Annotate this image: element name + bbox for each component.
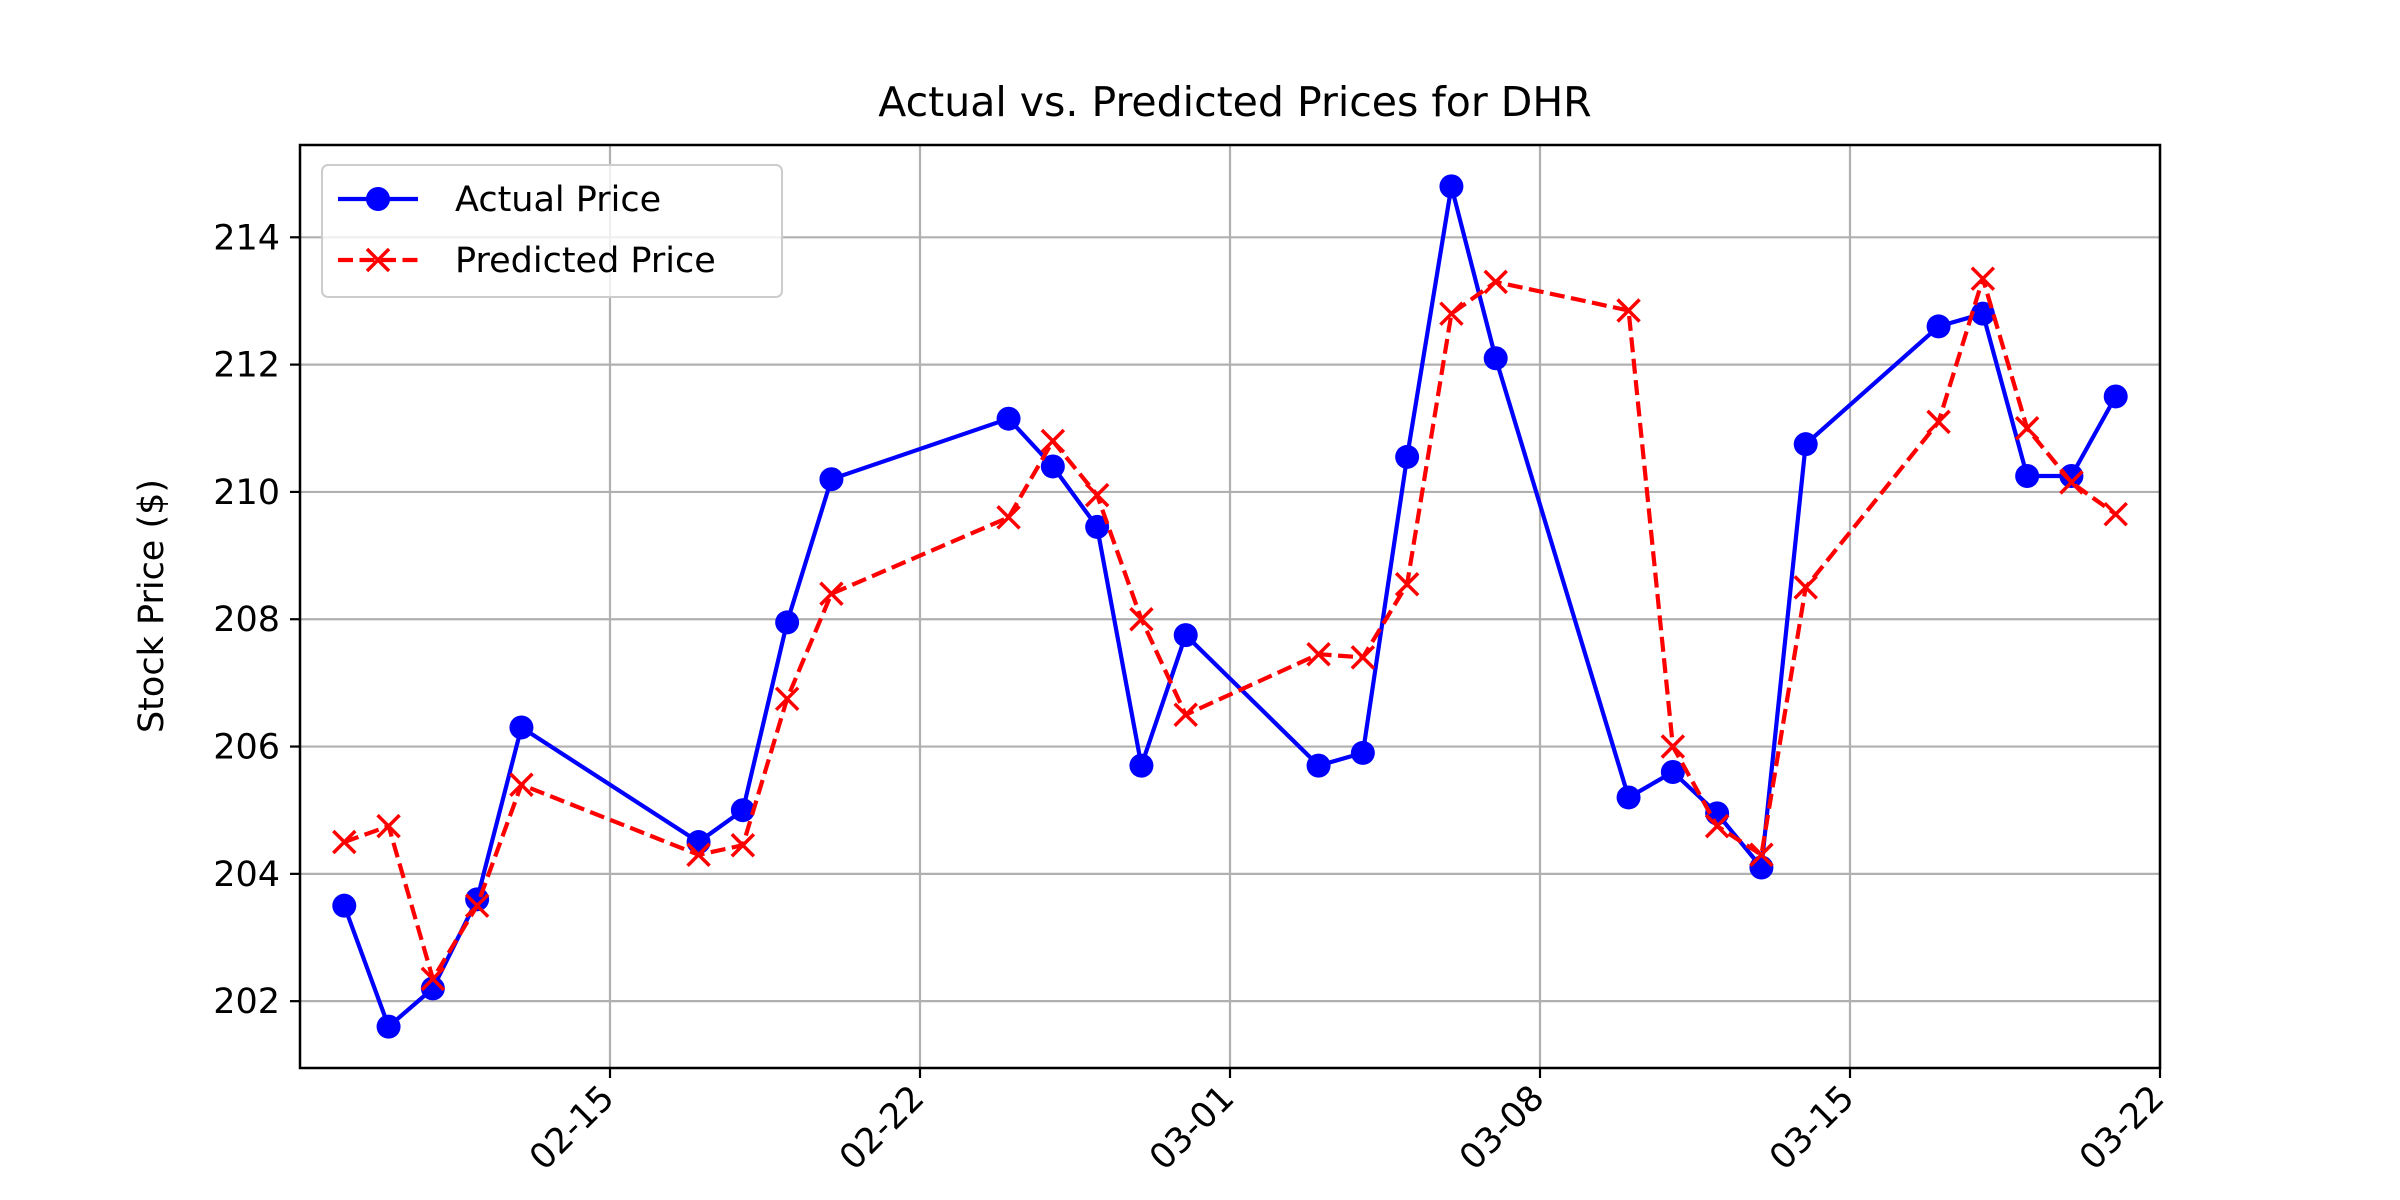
data-point [1350, 645, 1376, 670]
data-point [1084, 482, 1110, 508]
data-point [1129, 753, 1154, 778]
y-tick-label: 204 [213, 855, 280, 895]
data-point [774, 686, 800, 712]
legend-box [321, 164, 783, 298]
data-point [2059, 464, 2084, 489]
x-tick-label: 03-15 [1762, 1078, 1862, 1178]
data-point [2059, 470, 2084, 495]
data-point [1483, 269, 1508, 295]
data-point [1749, 842, 1774, 867]
chart-title: Actual vs. Predicted Prices for DHR [878, 78, 1591, 126]
data-point [1970, 301, 1995, 326]
data-point [730, 832, 756, 858]
y-tick-label: 214 [213, 218, 280, 258]
y-tick-label: 208 [213, 600, 280, 640]
data-point [1306, 642, 1331, 667]
data-point [1926, 409, 1951, 435]
x-tick-label: 03-22 [2072, 1078, 2172, 1178]
data-point [775, 610, 800, 635]
legend-item: Actual Price [338, 180, 661, 220]
x-tick-label: 03-01 [1142, 1078, 1242, 1178]
data-point [1173, 702, 1198, 727]
data-point [1616, 785, 1641, 810]
data-point [2014, 416, 2040, 441]
data-point [1394, 571, 1420, 597]
legend-label: Actual Price [455, 180, 661, 220]
data-point [1439, 174, 1464, 199]
data-point [819, 467, 844, 492]
data-point [1350, 740, 1375, 765]
data-point [1040, 428, 1066, 454]
data-point [996, 505, 1021, 530]
data-point [1085, 514, 1110, 539]
data-point [1660, 734, 1686, 759]
y-tick-label: 210 [213, 473, 280, 513]
legend-label: Predicted Price [455, 241, 716, 281]
data-point [1395, 444, 1420, 469]
data-point [376, 1014, 401, 1039]
data-point [2103, 384, 2128, 409]
data-point [509, 715, 534, 740]
data-point [1483, 346, 1508, 371]
series-actual [332, 174, 2128, 1039]
data-point [509, 772, 534, 797]
data-point [1793, 575, 1818, 600]
data-point [1970, 266, 1996, 291]
data-point [996, 406, 1021, 431]
data-point [1306, 753, 1331, 778]
data-point [1173, 623, 1198, 648]
data-point [730, 798, 755, 823]
x-tick-label: 03-08 [1452, 1078, 1552, 1178]
axis-ticks: 202 204 206 208 210 212 214 02-15 02-22 03-01 03-0… [213, 218, 2172, 1178]
legend-marker [365, 247, 391, 273]
legend-marker [366, 187, 390, 211]
legend: Actual Price Predicted Price [321, 164, 783, 298]
data-point [686, 830, 711, 855]
x-tick-label: 02-15 [522, 1078, 622, 1178]
data-point [819, 581, 844, 607]
y-tick-label: 202 [213, 982, 280, 1022]
data-point [686, 842, 711, 867]
series-layer [332, 174, 2128, 1039]
data-point [332, 893, 357, 918]
data-point [1660, 760, 1685, 785]
y-axis-label: Stock Price ($) [132, 479, 172, 733]
data-point [464, 893, 490, 918]
data-point [1129, 606, 1154, 632]
data-point [1793, 432, 1818, 457]
data-point [332, 829, 357, 855]
data-point [420, 966, 446, 992]
y-tick-label: 212 [213, 346, 280, 386]
data-point [376, 813, 401, 839]
data-point [2015, 464, 2040, 489]
legend-item: Predicted Price [338, 241, 716, 281]
data-point [1040, 454, 1065, 479]
data-point [2103, 501, 2128, 527]
data-point [1926, 314, 1951, 339]
data-point [1704, 813, 1730, 839]
data-point [1616, 298, 1641, 323]
x-tick-label: 02-22 [832, 1078, 932, 1178]
y-tick-label: 206 [213, 728, 280, 768]
series-predicted [332, 266, 2128, 992]
data-point [1439, 301, 1464, 326]
data-point [1749, 855, 1774, 880]
